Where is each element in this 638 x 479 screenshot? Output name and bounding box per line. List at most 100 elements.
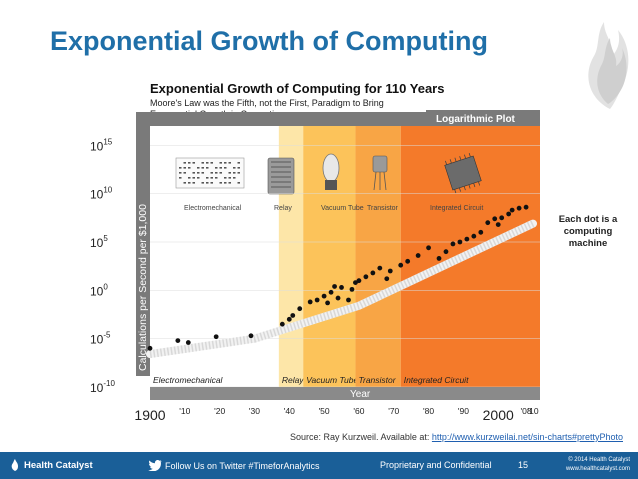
copyright-url: www.healthcatalyst.com: [565, 466, 630, 472]
y-tick-exponent: 10: [103, 186, 112, 195]
era-label: Transistor: [358, 375, 396, 385]
trend-line: [146, 219, 537, 359]
kurzweil-chart: Exponential Growth of Computing for 110 …: [88, 76, 546, 426]
data-point: [321, 293, 327, 299]
punch-hole: [233, 167, 236, 169]
y-tick-base: 10: [90, 284, 104, 298]
data-point: [450, 241, 456, 247]
data-point: [377, 265, 383, 271]
y-tick-exponent: -10: [103, 379, 115, 388]
era-label: Electromechanical: [153, 375, 224, 385]
punch-hole: [210, 162, 213, 164]
chip-pin: [463, 186, 466, 191]
source-citation: Source: Ray Kurzweil. Available at: http…: [290, 432, 623, 442]
data-point: [349, 286, 355, 292]
x-tick-label: '70: [388, 406, 399, 416]
data-point: [509, 207, 515, 213]
y-tick-label: 105: [90, 234, 108, 250]
data-point: [464, 236, 470, 242]
era-label: Relay: [282, 375, 304, 385]
transistor-leg: [383, 171, 387, 191]
chip-pin: [445, 160, 447, 165]
punch-card-icon: [175, 157, 245, 189]
source-link[interactable]: http://www.kurzweilai.net/sin-charts#pre…: [431, 432, 623, 442]
punch-hole: [224, 182, 227, 184]
transistor-icon: [372, 155, 388, 173]
era-label: Integrated Circuit: [404, 375, 469, 385]
x-tick-label: '10: [527, 406, 538, 416]
punch-hole: [224, 167, 227, 169]
chart-subtitle-line-1: Moore's Law was the Fifth, not the First…: [150, 98, 384, 108]
punch-hole: [179, 167, 182, 169]
data-point: [335, 295, 341, 301]
punch-hole: [219, 167, 222, 169]
punch-hole: [237, 162, 240, 164]
punch-hole: [210, 182, 213, 184]
punch-hole: [188, 167, 191, 169]
data-point: [405, 258, 411, 264]
confidentiality-notice: Proprietary and Confidential: [380, 460, 492, 470]
chip-pin: [459, 156, 462, 161]
punch-hole: [233, 172, 236, 174]
data-point: [523, 204, 529, 210]
data-point: [471, 233, 477, 239]
data-point: [415, 253, 421, 258]
y-tick-label: 1010: [90, 186, 113, 202]
y-tick-exponent: 15: [103, 137, 112, 146]
x-tick-label: '50: [319, 406, 330, 416]
punch-hole: [206, 177, 209, 179]
era-icon-caption: Vacuum Tube: [321, 205, 364, 212]
data-point: [478, 229, 484, 235]
punch-hole: [192, 182, 195, 184]
data-point: [325, 300, 330, 306]
note-line: computing: [563, 226, 613, 237]
era-icons: Electromechanical Relay Vacuum Tube Transis…: [175, 153, 483, 212]
era-icon-caption: Transistor: [367, 205, 399, 212]
punch-hole: [192, 162, 195, 164]
y-tick-label: 10-5: [90, 331, 111, 347]
x-axis-band: [150, 387, 540, 400]
twitter-text: Follow Us on Twitter #TimeforAnalytics: [165, 460, 320, 471]
data-point: [443, 249, 449, 255]
y-tick-label: 10-10: [90, 379, 115, 395]
data-point: [387, 268, 393, 274]
y-tick-base: 10: [90, 381, 104, 395]
data-point: [290, 313, 296, 318]
y-tick-exponent: 0: [103, 282, 108, 291]
health-catalyst-flame-icon: [11, 459, 18, 471]
y-tick-base: 10: [90, 188, 104, 202]
era-icon-caption: Integrated Circuit: [430, 205, 483, 212]
punch-hole: [224, 177, 227, 179]
punch-hole: [215, 167, 218, 169]
x-tick-label: 2000: [483, 407, 514, 423]
data-point: [339, 285, 344, 290]
data-point: [213, 334, 219, 340]
twitter-follow[interactable]: Follow Us on Twitter #TimeforAnalytics: [148, 460, 320, 471]
y-tick-label: 100: [90, 282, 108, 298]
data-point: [516, 205, 522, 211]
y-tick-base: 10: [90, 139, 104, 153]
punch-hole: [228, 182, 231, 184]
x-axis-label: Year: [350, 389, 371, 400]
data-point: [495, 222, 501, 228]
data-point: [328, 289, 334, 295]
data-point: [457, 239, 463, 245]
punch-hole: [210, 177, 213, 179]
punch-hole: [192, 177, 195, 179]
data-point: [147, 345, 153, 351]
data-point: [346, 297, 351, 303]
data-point: [297, 306, 303, 312]
note-line: machine: [568, 238, 608, 249]
data-point: [356, 278, 362, 284]
brand-name: Health Catalyst: [24, 459, 93, 471]
y-label-band: [136, 112, 150, 376]
data-point: [185, 340, 191, 345]
data-point: [506, 211, 512, 217]
data-point: [384, 276, 390, 282]
y-tick-exponent: -5: [103, 331, 111, 340]
y-tick-exponent: 5: [103, 234, 108, 243]
chart-title: Exponential Growth of Computing for 110 …: [150, 81, 444, 96]
punch-hole: [183, 172, 186, 174]
copyright-line: © 2014 Health Catalyst: [568, 457, 630, 463]
punch-hole: [215, 172, 218, 174]
